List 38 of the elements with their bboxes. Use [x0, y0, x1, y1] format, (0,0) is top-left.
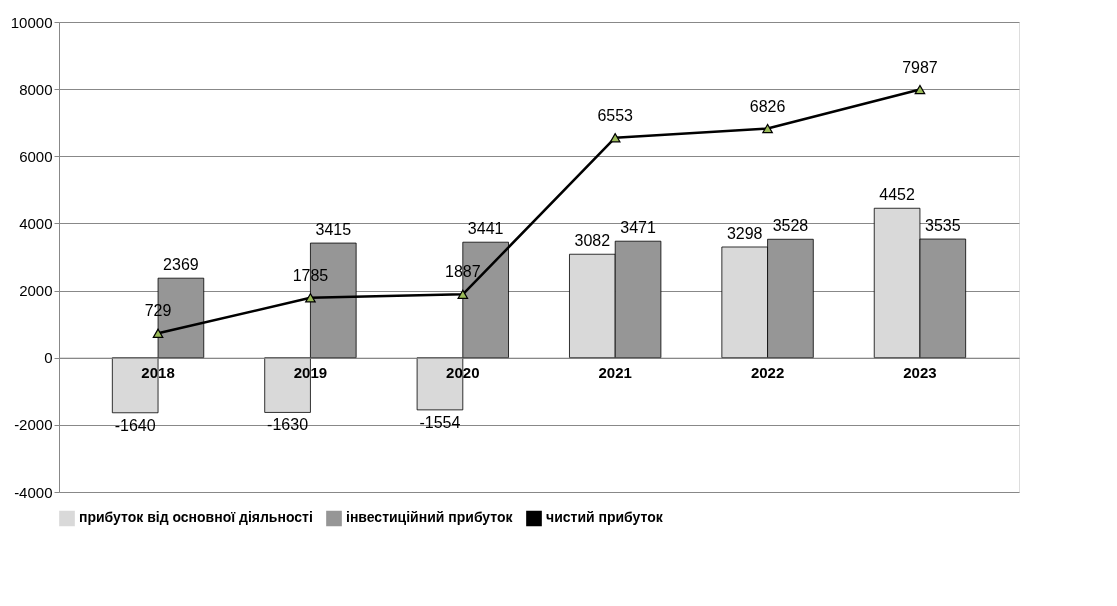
x-tick-label: 2018 [141, 364, 175, 382]
data-label: 1785 [292, 266, 329, 284]
data-label: 7987 [902, 58, 938, 76]
y-tick-label: 10000 [10, 13, 53, 31]
data-label: 6826 [749, 97, 786, 115]
point [762, 123, 773, 134]
y-tick-label: -2000 [14, 416, 53, 434]
point [305, 293, 316, 303]
data-label: 3528 [772, 217, 809, 235]
data-label: -1630 [267, 416, 309, 434]
data-label: 6553 [597, 106, 634, 124]
x-tick-label: 2020 [446, 364, 480, 382]
data-label: -1554 [419, 413, 461, 431]
point [152, 328, 164, 338]
y-tick-label: 6000 [19, 147, 53, 165]
y-tick-label: 8000 [19, 80, 53, 98]
y-tick-label: 0 [44, 349, 53, 367]
data-label: 3535 [925, 217, 961, 235]
data-label: 3298 [726, 225, 763, 242]
data-label: 3082 [574, 232, 611, 250]
y-tick-label: 2000 [19, 282, 53, 300]
x-tick-label: 2023 [903, 364, 937, 382]
data-label: 2369 [163, 256, 199, 274]
legend-label: інвестиційний прибуток [346, 509, 514, 526]
x-tick-label: 2022 [750, 364, 785, 382]
legend-label: чистий прибуток [546, 509, 664, 526]
y-tick-label: -4000 [14, 483, 53, 501]
data-label: 3415 [315, 221, 352, 239]
data-label: -1640 [114, 416, 156, 434]
data-label: 4452 [879, 186, 915, 204]
legend-label: прибуток від основної діяльності [79, 509, 313, 526]
point [914, 84, 926, 95]
data-label: 3471 [620, 219, 656, 237]
point [457, 289, 469, 300]
data-label: 3441 [467, 220, 504, 238]
y-tick-label: 4000 [19, 214, 53, 232]
x-tick-label: 2021 [598, 364, 632, 382]
point [609, 133, 621, 143]
